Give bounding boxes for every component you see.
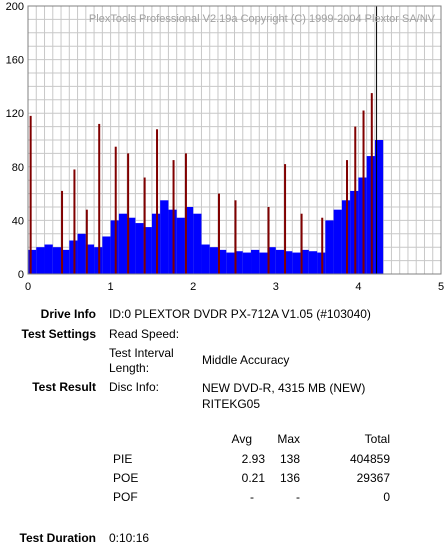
poe-row-name: POE [113, 471, 139, 485]
pie-total: 404859 [349, 452, 390, 466]
x-tick-label: 2 [190, 281, 196, 293]
y-tick-label: 160 [6, 55, 24, 67]
poe-bar [362, 110, 365, 275]
drive-info-value: ID:0 PLEXTOR DVDR PX-712A V1.05 (#103040… [109, 307, 371, 321]
poe-bar [156, 129, 159, 274]
plot-frame [27, 5, 442, 275]
pie-bar [135, 223, 144, 274]
poe-bar [143, 177, 146, 274]
pie-bar [201, 244, 210, 274]
disc-info-value: NEW DVD-R, 4315 MB (NEW) RITEKG05 [202, 381, 366, 411]
poe-bar [354, 126, 357, 274]
chart-title: PlexTools Professional V2.19a Copyright … [89, 13, 436, 25]
pie-bar [234, 251, 243, 274]
pie-bar [36, 247, 45, 274]
pie-avg: 2.93 [241, 452, 265, 466]
pie-bar [284, 251, 293, 274]
pie-bar [251, 249, 260, 274]
pie-bar [209, 247, 218, 274]
x-tick-label: 1 [108, 281, 114, 293]
poe-bar [29, 115, 32, 274]
poe-bar [85, 209, 88, 274]
poe-bar [98, 123, 101, 274]
pie-bar [259, 252, 268, 274]
pie-bar [61, 249, 70, 274]
poe-bar [127, 153, 130, 274]
test-duration-label: Test Duration [19, 531, 96, 545]
poe-bar [217, 193, 220, 274]
pie-bar [374, 140, 384, 274]
pie-bar [267, 247, 276, 274]
pie-bar [102, 236, 111, 274]
poe-max: 136 [279, 471, 300, 485]
pie-bar [308, 251, 318, 274]
poe-bar [321, 217, 324, 274]
pie-bar [275, 249, 285, 274]
pof-total: 0 [383, 490, 390, 504]
poe-avg: 0.21 [241, 471, 265, 485]
total-header: Total [364, 432, 390, 446]
pie-bar [52, 247, 62, 274]
pie-bar [184, 207, 194, 274]
y-tick-label: 200 [6, 1, 24, 13]
poe-bar [234, 200, 237, 274]
poe-bar [172, 160, 175, 274]
poe-bar [370, 93, 373, 274]
poe-bar [61, 190, 64, 274]
y-tick-label: 40 [12, 215, 24, 227]
poe-bar [267, 207, 270, 274]
pie-bar [110, 220, 119, 274]
pie-bar [176, 217, 185, 274]
test-duration-value: 0:10:16 [109, 531, 150, 545]
pie-bar [292, 252, 301, 274]
pie-bar [77, 233, 86, 274]
x-tick-label: 0 [25, 281, 31, 293]
pie-bar [300, 249, 309, 274]
pie-poe-chart: 0 40 80 120 160 200 0 1 2 3 4 5 PlexTools Profession… [6, 1, 444, 293]
test-interval-value: Middle Accuracy [202, 353, 290, 367]
poe-bar [73, 169, 76, 274]
avg-header: Avg [231, 432, 252, 446]
poe-bar [346, 160, 349, 274]
pie-bar [143, 227, 152, 274]
pof-avg: - [250, 490, 254, 504]
y-tick-label: 0 [18, 269, 24, 281]
x-tick-label: 5 [438, 281, 444, 293]
pie-row-name: PIE [113, 452, 133, 466]
y-tick-label: 80 [12, 162, 24, 174]
pie-bar [333, 209, 342, 274]
pie-bar [168, 209, 177, 274]
pie-bar [44, 244, 53, 274]
pie-bar [28, 249, 37, 274]
pie-bar [325, 220, 334, 274]
poe-bar [284, 164, 287, 274]
pie-bar [242, 252, 252, 274]
pie-bar [217, 249, 227, 274]
x-tick-label: 3 [273, 281, 279, 293]
pie-bar [193, 213, 202, 274]
pie-bar [118, 213, 128, 274]
pie-bar [85, 244, 95, 274]
poe-bar [114, 146, 117, 274]
poe-bar [300, 213, 303, 274]
y-tick-label: 120 [6, 108, 24, 120]
test-result-label: Test Result [32, 380, 96, 394]
pie-bar [226, 252, 235, 274]
read-speed-label: Read Speed: [109, 327, 180, 341]
x-tick-label: 4 [355, 281, 361, 293]
pof-row-name: POF [113, 490, 138, 504]
pof-max: - [296, 490, 300, 504]
poe-total: 29367 [356, 471, 390, 485]
pie-max: 138 [279, 452, 300, 466]
pie-bar [160, 200, 169, 274]
poe-bar [184, 153, 187, 274]
pie-bar [127, 217, 136, 274]
test-interval-label: Test Interval Length: [109, 346, 174, 375]
disc-info-label: Disc Info: [109, 380, 160, 394]
test-settings-label: Test Settings [21, 327, 96, 341]
max-header: Max [277, 432, 300, 446]
drive-info-label: Drive Info [40, 307, 96, 321]
